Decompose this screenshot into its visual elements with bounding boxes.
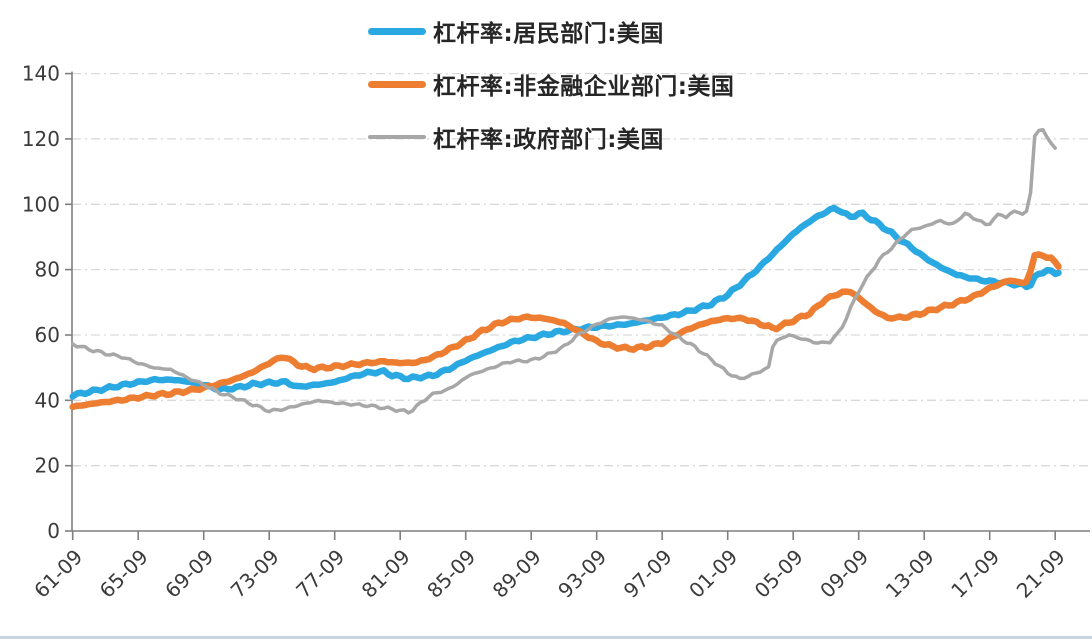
x-tick-label: 77-09 (291, 545, 349, 603)
y-tick-label: 100 (22, 192, 60, 216)
y-tick-label: 20 (35, 454, 60, 478)
x-tick-label: 93-09 (553, 545, 611, 603)
y-tick-label: 0 (47, 519, 60, 543)
x-tick-label: 73-09 (226, 545, 284, 603)
x-tick-label: 21-09 (1012, 545, 1070, 603)
x-tick-label: 69-09 (160, 545, 218, 603)
x-tick-label: 05-09 (750, 545, 808, 603)
bottom-divider (0, 636, 1092, 639)
x-tick-label: 81-09 (357, 545, 415, 603)
x-tick-label: 17-09 (946, 545, 1004, 603)
legend-item-0: 杠杆率:居民部门:美国 (368, 10, 734, 52)
y-tick-label: 60 (35, 323, 60, 347)
legend-line-marker (368, 135, 426, 139)
y-tick-label: 140 (22, 62, 60, 86)
series-line-0 (69, 204, 1062, 400)
x-tick-label: 13-09 (881, 545, 939, 603)
y-tick-label: 80 (35, 258, 60, 282)
series-line-2 (70, 127, 1057, 415)
legend-item-1: 杠杆率:非金融企业部门:美国 (368, 63, 734, 105)
x-tick-label: 97-09 (619, 545, 677, 603)
y-tick-label: 40 (35, 388, 60, 412)
chart-legend: 杠杆率:居民部门:美国杠杆率:非金融企业部门:美国 杠杆率:政府部门:美国 (368, 10, 734, 169)
x-tick-label: 65-09 (95, 545, 153, 603)
legend-label: 杠杆率:非金融企业部门:美国 (433, 74, 735, 100)
legend-item-2: 杠杆率:政府部门:美国 (368, 116, 734, 158)
legend-line-marker (368, 80, 426, 88)
x-tick-label: 85-09 (422, 545, 480, 603)
legend-label: 杠杆率:政府部门:美国 (433, 127, 664, 153)
x-tick-label: 61-09 (29, 545, 87, 603)
x-tick-label: 09-09 (815, 545, 873, 603)
x-tick-label: 89-09 (488, 545, 546, 603)
y-tick-label: 120 (22, 127, 60, 151)
legend-line-marker (368, 27, 426, 35)
x-tick-label: 01-09 (684, 545, 742, 603)
series-line-1 (69, 251, 1062, 411)
legend-label: 杠杆率:居民部门:美国 (433, 21, 664, 47)
